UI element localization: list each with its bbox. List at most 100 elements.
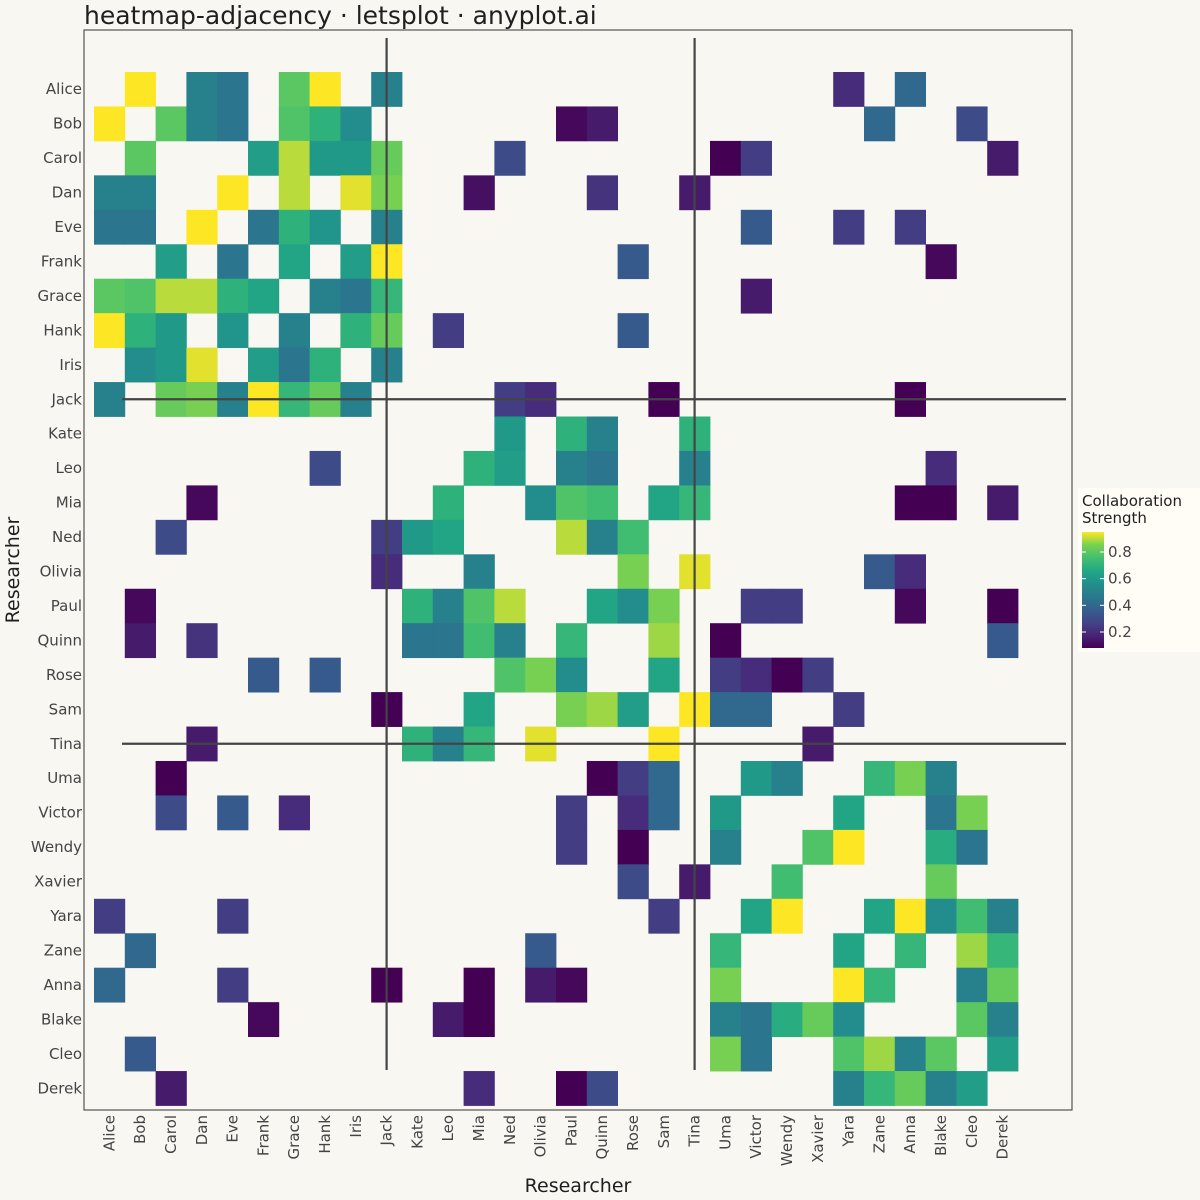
cell-paul-rose [617, 588, 649, 624]
x-tick-label-mia: Mia [470, 1115, 488, 1141]
x-tick-label-grace: Grace [285, 1115, 303, 1159]
cell-derek-blake [925, 1071, 957, 1106]
y-axis-title: Researcher [2, 516, 24, 623]
legend-tick-label-1: 0.4 [1108, 596, 1132, 614]
cell-blake-leo [432, 1002, 464, 1037]
cell-rose-olivia [525, 657, 557, 693]
cell-grace-eve [217, 278, 249, 314]
cell-blake-uma [710, 1002, 742, 1037]
cell-leo-blake [925, 450, 957, 486]
cell-anna-cleo [956, 967, 988, 1003]
y-tick-label-anna: Anna [44, 976, 82, 994]
cell-quinn-leo [432, 623, 464, 659]
cell-eve-anna [894, 209, 926, 245]
cell-grace-victor [740, 278, 772, 314]
cell-bob-quinn [586, 106, 618, 142]
cell-alice-eve [217, 72, 249, 107]
cell-iris-carol [155, 347, 187, 383]
cell-leo-paul [556, 450, 588, 486]
cell-ned-rose [617, 519, 649, 555]
cell-eve-bob [124, 209, 156, 245]
cell-alice-hank [309, 72, 341, 107]
cell-dan-alice [94, 175, 126, 211]
cell-uma-wendy [771, 761, 803, 796]
cell-quinn-mia [463, 623, 495, 659]
y-tick-label-eve: Eve [54, 218, 82, 236]
cell-quinn-ned [494, 623, 526, 659]
cell-alice-bob [124, 72, 156, 107]
cell-mia-dan [186, 485, 218, 521]
y-tick-label-iris: Iris [59, 356, 82, 374]
legend-tick-label-3: 0.8 [1108, 543, 1132, 561]
cell-olivia-zane [864, 554, 896, 590]
cell-ned-carol [155, 519, 187, 555]
x-tick-label-jack: Jack [378, 1115, 396, 1147]
cell-xavier-rose [617, 864, 649, 900]
cell-derek-carol [155, 1071, 187, 1106]
cell-paul-leo [432, 588, 464, 624]
cell-mia-derek [987, 485, 1019, 521]
cell-uma-zane [864, 761, 896, 796]
cell-grace-dan [186, 278, 218, 314]
y-tick-label-jack: Jack [50, 390, 82, 408]
cell-zane-cleo [956, 933, 988, 969]
cell-frank-eve [217, 244, 249, 280]
y-tick-label-yara: Yara [49, 907, 82, 925]
cell-carol-victor [740, 140, 772, 176]
x-tick-label-anna: Anna [901, 1115, 919, 1153]
cell-eve-dan [186, 209, 218, 245]
cell-mia-paul [556, 485, 588, 521]
cell-zane-bob [124, 933, 156, 969]
cell-derek-cleo [956, 1071, 988, 1106]
cell-anna-paul [556, 967, 588, 1003]
cell-zane-olivia [525, 933, 557, 969]
cell-mia-quinn [586, 485, 618, 521]
x-tick-label-yara: Yara [840, 1115, 858, 1148]
cell-iris-frank [248, 347, 280, 383]
cell-hank-rose [617, 313, 649, 348]
cell-paul-victor [740, 588, 772, 624]
y-tick-label-olivia: Olivia [40, 563, 82, 581]
cell-eve-alice [94, 209, 126, 245]
cell-rose-xavier [802, 657, 834, 693]
cell-cleo-blake [925, 1036, 957, 1072]
x-tick-label-sam: Sam [655, 1115, 673, 1148]
x-tick-label-zane: Zane [870, 1115, 888, 1153]
legend-colorbar [1082, 532, 1104, 648]
cell-quinn-dan [186, 623, 218, 659]
cell-carol-uma [710, 140, 742, 176]
cell-cleo-zane [864, 1036, 896, 1072]
cell-carol-ned [494, 140, 526, 176]
cell-zane-uma [710, 933, 742, 969]
cell-victor-cleo [956, 795, 988, 831]
cell-hank-leo [432, 313, 464, 348]
y-axis-ticks: Alice Bob Carol Dan Eve Frank Grace Hank Iris Jac… [31, 80, 83, 1097]
cell-sam-paul [556, 692, 588, 727]
cell-derek-mia [463, 1071, 495, 1106]
cell-eve-yara [833, 209, 865, 245]
cell-leo-mia [463, 450, 495, 486]
y-tick-label-sam: Sam [49, 700, 82, 718]
x-tick-label-derek: Derek [994, 1115, 1012, 1160]
x-tick-label-hank: Hank [316, 1115, 334, 1154]
y-tick-label-blake: Blake [41, 1010, 82, 1028]
y-tick-label-rose: Rose [46, 666, 82, 684]
color-legend: Collaboration Strength 0.2 0.4 0.6 0.8 [1078, 488, 1200, 652]
y-tick-label-dan: Dan [52, 184, 82, 202]
y-tick-label-alice: Alice [46, 80, 82, 98]
cell-hank-iris [340, 313, 372, 348]
cell-cleo-derek [987, 1036, 1019, 1072]
cell-grace-iris [340, 278, 372, 314]
cell-grace-hank [309, 278, 341, 314]
cell-sam-mia [463, 692, 495, 727]
cell-anna-derek [987, 967, 1019, 1003]
cell-yara-alice [94, 898, 126, 934]
cell-rose-victor [740, 657, 772, 693]
cell-bob-dan [186, 106, 218, 142]
cell-victor-eve [217, 795, 249, 831]
cell-rose-sam [648, 657, 680, 693]
cell-paul-anna [894, 588, 926, 624]
cell-derek-yara [833, 1071, 865, 1106]
cell-victor-blake [925, 795, 957, 831]
y-tick-label-grace: Grace [38, 287, 82, 305]
